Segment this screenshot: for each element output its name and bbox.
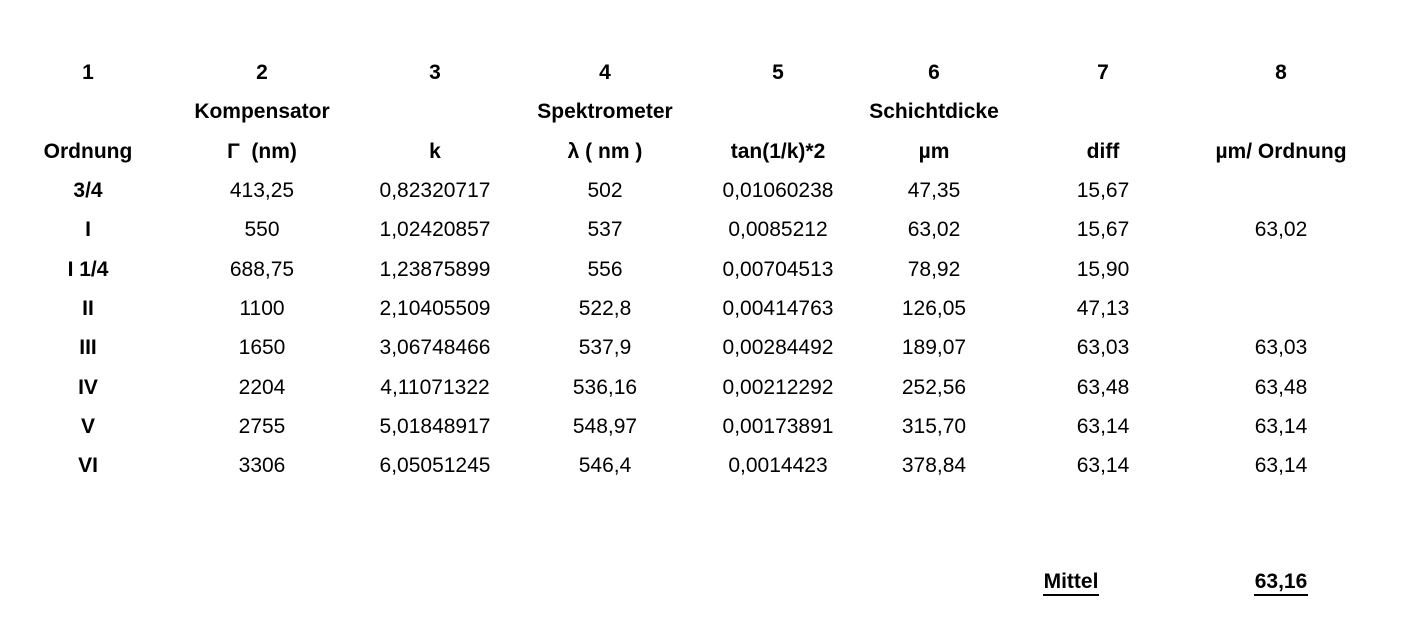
column-header-k: k — [429, 139, 441, 163]
column-number-2: 2 — [256, 61, 268, 85]
table-cell: 537 — [587, 218, 623, 242]
table-cell: 378,84 — [901, 454, 967, 478]
table-cell: 502 — [587, 179, 623, 203]
table-cell: 2755 — [238, 414, 286, 438]
table-cell: 536,16 — [572, 375, 638, 399]
table-cell: 556 — [587, 257, 623, 281]
mean-label: Mittel — [1042, 571, 1100, 596]
column-header-lambda-nm: λ ( nm ) — [567, 139, 643, 163]
table-cell: IV — [78, 375, 98, 399]
column-number-5: 5 — [772, 61, 784, 85]
table-cell: I — [85, 218, 91, 242]
column-header-tan: tan(1/k)*2 — [730, 139, 826, 163]
table-cell: 1,23875899 — [379, 257, 491, 281]
table-cell: 0,0014423 — [728, 454, 828, 478]
column-header-um: µm — [918, 139, 950, 163]
table-cell: 0,00173891 — [722, 414, 834, 438]
table-cell: III — [79, 336, 97, 360]
table-cell: 189,07 — [901, 336, 967, 360]
table-cell: 63,02 — [1254, 218, 1308, 242]
table-cell: 2,10405509 — [379, 296, 491, 320]
table-cell: 315,70 — [901, 414, 967, 438]
table-cell: 1650 — [238, 336, 286, 360]
mean-label-cell: Mittel — [968, 564, 1174, 603]
table-cell: 537,9 — [578, 336, 632, 360]
table-cell: 63,03 — [1254, 336, 1308, 360]
table-cell: 63,48 — [1254, 375, 1308, 399]
table-cell: 15,67 — [1076, 179, 1130, 203]
table-cell: 0,01060238 — [722, 179, 834, 203]
table-cell: 78,92 — [907, 257, 961, 281]
table-cell: 5,01848917 — [379, 414, 491, 438]
column-number-6: 6 — [928, 61, 940, 85]
table-cell: 2204 — [238, 375, 286, 399]
table-cell: 1100 — [239, 296, 285, 320]
table-cell: 63,02 — [907, 218, 961, 242]
column-header-um-ordnung: µm/ Ordnung — [1215, 139, 1347, 163]
table-cell — [1206, 171, 1356, 210]
table-cell: 413,25 — [229, 179, 295, 203]
table-cell: 126,05 — [901, 296, 967, 320]
table-cell: 47,35 — [907, 179, 961, 203]
table-cell: 3,06748466 — [379, 336, 491, 360]
table-cell: VI — [78, 454, 98, 478]
mean-value-cell: 63,16 — [1206, 564, 1356, 603]
column-number-3: 3 — [429, 61, 441, 85]
table-cell: 15,90 — [1076, 257, 1130, 281]
table-cell: 4,11071322 — [380, 375, 490, 399]
table-cell: V — [80, 414, 95, 438]
table-cell: 0,00284492 — [722, 336, 834, 360]
table-cell — [1206, 249, 1356, 288]
table-cell: 0,00704513 — [722, 257, 834, 281]
table-cell: 3306 — [238, 454, 286, 478]
column-header-ordnung: Ordnung — [43, 139, 133, 163]
table-cell: 0,00414763 — [722, 296, 834, 320]
table-cell: 63,14 — [1254, 454, 1308, 478]
table-cell: 3/4 — [73, 179, 103, 203]
table-cell: I 1/4 — [67, 257, 109, 281]
table-cell: 15,67 — [1076, 218, 1130, 242]
table-cell: 0,82320717 — [379, 179, 491, 203]
column-number-4: 4 — [599, 61, 611, 85]
column-number-8: 8 — [1275, 61, 1287, 85]
table-cell: 688,75 — [229, 257, 295, 281]
table-cell: 252,56 — [901, 375, 967, 399]
table-cell: 63,14 — [1076, 414, 1130, 438]
group-header-spektrometer: Spektrometer — [537, 100, 673, 124]
table-cell: 6,05051245 — [379, 454, 491, 478]
table-cell: 546,4 — [578, 454, 632, 478]
table-cell: 550 — [244, 218, 280, 242]
table-cell: 0,0085212 — [728, 218, 828, 242]
table-cell — [1206, 289, 1356, 328]
column-number-1: 1 — [82, 61, 94, 85]
table-cell: 47,13 — [1076, 296, 1130, 320]
table-cell: 63,14 — [1076, 454, 1130, 478]
column-header-gamma-nm: Γ (nm) — [227, 139, 297, 163]
table-cell: 63,48 — [1076, 375, 1130, 399]
table-cell: II — [82, 296, 94, 320]
table-cell: 63,03 — [1076, 336, 1130, 360]
table-cell: 0,00212292 — [722, 375, 834, 399]
table-cell: 1,02420857 — [379, 218, 491, 242]
group-header-schichtdicke: Schichtdicke — [869, 100, 999, 124]
column-header-diff: diff — [1086, 139, 1120, 163]
table-cell: 548,97 — [572, 414, 638, 438]
group-header-kompensator: Kompensator — [194, 100, 330, 124]
column-number-7: 7 — [1097, 61, 1109, 85]
table-cell: 522,8 — [578, 296, 632, 320]
mean-value: 63,16 — [1253, 571, 1309, 596]
table-cell: 63,14 — [1254, 414, 1308, 438]
